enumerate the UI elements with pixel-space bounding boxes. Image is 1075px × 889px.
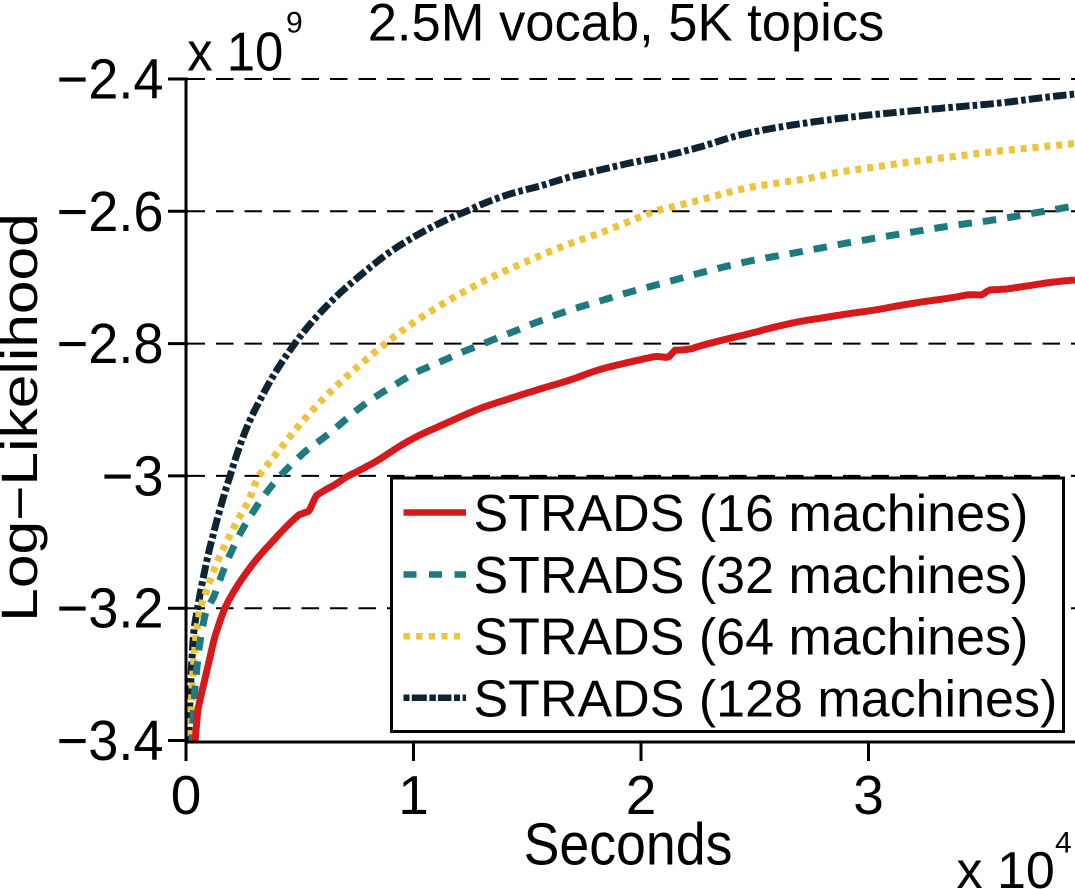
- svg-text:4: 4: [1055, 827, 1072, 860]
- svg-text:−2.4: −2.4: [57, 47, 164, 111]
- svg-text:STRADS (32 machines): STRADS (32 machines): [474, 547, 1029, 605]
- svg-text:STRADS (16 machines): STRADS (16 machines): [474, 485, 1029, 543]
- svg-text:0: 0: [171, 764, 202, 826]
- svg-text:2: 2: [626, 764, 657, 826]
- svg-text:−3.2: −3.2: [57, 576, 164, 640]
- svg-text:x 10: x 10: [957, 842, 1055, 889]
- svg-text:−3: −3: [102, 444, 164, 508]
- svg-text:STRADS (128 machines): STRADS (128 machines): [474, 670, 1058, 728]
- svg-text:−2.8: −2.8: [57, 312, 164, 376]
- svg-text:2.5M vocab, 5K topics: 2.5M vocab, 5K topics: [368, 0, 885, 53]
- svg-text:−2.6: −2.6: [57, 180, 164, 244]
- svg-text:Seconds: Seconds: [524, 811, 733, 877]
- svg-text:1: 1: [398, 764, 429, 826]
- svg-text:−3.4: −3.4: [57, 709, 164, 773]
- svg-text:STRADS (64 machines): STRADS (64 machines): [474, 609, 1029, 667]
- svg-text:9: 9: [286, 7, 303, 40]
- svg-text:Log−Likelihood: Log−Likelihood: [0, 213, 48, 622]
- svg-text:x 10: x 10: [187, 22, 283, 83]
- svg-text:3: 3: [853, 764, 884, 826]
